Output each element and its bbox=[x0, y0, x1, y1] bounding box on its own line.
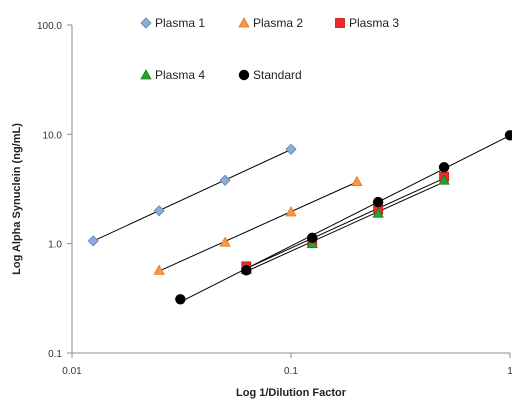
data-point bbox=[285, 143, 297, 155]
data-point bbox=[372, 196, 384, 208]
legend-label: Plasma 2 bbox=[253, 16, 303, 30]
data-point bbox=[153, 264, 165, 275]
data-point bbox=[307, 232, 318, 244]
x-tick-label: 1 bbox=[507, 366, 512, 377]
legend-item: Plasma 3 bbox=[335, 16, 399, 30]
data-point bbox=[351, 175, 363, 186]
legend-marker bbox=[335, 18, 345, 28]
legend-label: Plasma 4 bbox=[155, 68, 205, 82]
legend-item: Plasma 1 bbox=[140, 16, 205, 30]
legend-marker bbox=[140, 17, 152, 29]
legend-label: Plasma 1 bbox=[155, 16, 205, 30]
y-tick-label: 1.0 bbox=[48, 240, 62, 251]
legend-item: Plasma 4 bbox=[140, 68, 205, 82]
data-point bbox=[175, 294, 186, 305]
data-point bbox=[438, 174, 450, 185]
legend-marker bbox=[238, 17, 250, 28]
trendline bbox=[180, 135, 511, 303]
data-point bbox=[504, 130, 512, 141]
x-tick-label: 0.01 bbox=[62, 366, 82, 377]
legend-label: Standard bbox=[253, 68, 302, 82]
data-point bbox=[219, 174, 231, 186]
marker-layer bbox=[87, 130, 512, 305]
trendline bbox=[158, 181, 358, 272]
data-point bbox=[438, 162, 450, 173]
legend-item: Plasma 2 bbox=[238, 16, 303, 30]
series-group bbox=[87, 143, 297, 247]
trendline bbox=[246, 181, 445, 272]
legend-marker bbox=[238, 69, 250, 81]
y-tick-label: 100.0 bbox=[37, 21, 62, 32]
data-point bbox=[306, 237, 318, 249]
legend-item: Standard bbox=[238, 68, 302, 82]
data-point bbox=[153, 205, 165, 217]
data-point bbox=[372, 207, 384, 218]
y-axis-title: Log Alpha Synuclein (ng/mL) bbox=[11, 123, 23, 275]
x-tick-label: 0.1 bbox=[284, 366, 298, 377]
series-group bbox=[153, 175, 363, 275]
trendline bbox=[93, 149, 292, 242]
trendline-layer bbox=[93, 135, 511, 303]
data-point bbox=[285, 206, 297, 217]
data-point bbox=[219, 236, 231, 247]
x-axis-title: Log 1/Dilution Factor bbox=[236, 387, 347, 399]
legend: Plasma 1 Plasma 2 Plasma 3 Plasma 4 Standard bbox=[140, 16, 399, 82]
series-group bbox=[175, 130, 512, 305]
y-tick-label: 0.1 bbox=[48, 349, 62, 360]
data-point bbox=[87, 235, 99, 247]
legend-label: Plasma 3 bbox=[349, 16, 399, 30]
y-tick-label: 10.0 bbox=[43, 130, 63, 141]
data-point bbox=[241, 265, 252, 276]
trendline bbox=[246, 177, 445, 269]
legend-marker bbox=[140, 69, 152, 80]
